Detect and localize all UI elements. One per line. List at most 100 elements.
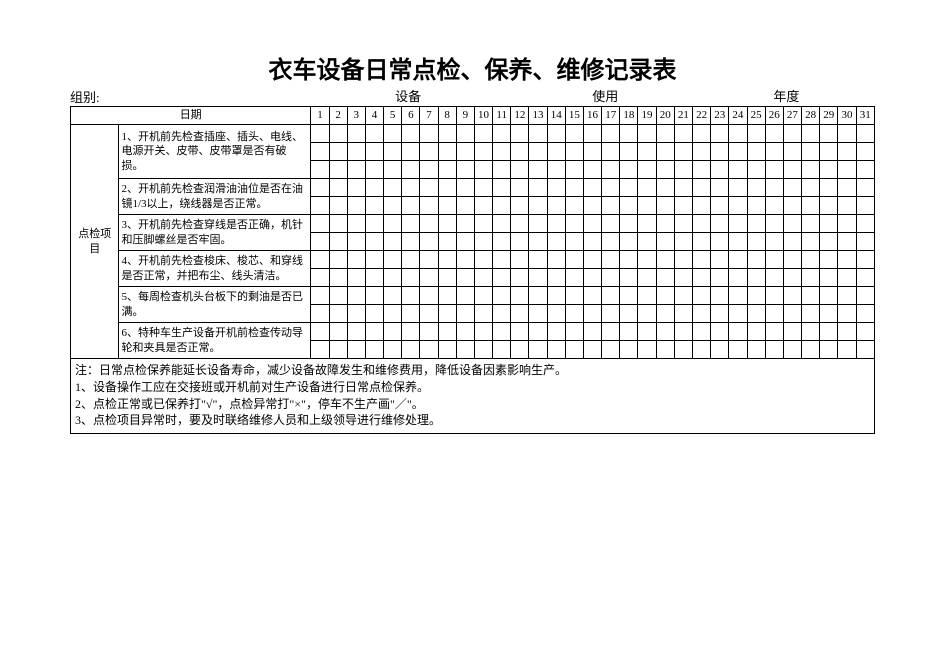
day-cell	[638, 287, 656, 305]
day-cell	[765, 251, 783, 269]
day-cell	[838, 179, 856, 197]
day-cell	[529, 341, 547, 359]
day-cell	[347, 125, 365, 143]
day-cell	[456, 269, 474, 287]
day-cell	[838, 287, 856, 305]
day-cell	[474, 287, 492, 305]
day-cell	[347, 179, 365, 197]
day-cell	[583, 161, 601, 179]
day-cell	[783, 233, 801, 251]
day-header: 13	[529, 107, 547, 125]
day-cell	[674, 179, 692, 197]
day-cell	[565, 179, 583, 197]
day-cell	[547, 179, 565, 197]
day-cell	[820, 251, 838, 269]
day-cell	[620, 251, 638, 269]
day-cell	[402, 287, 420, 305]
day-cell	[365, 305, 383, 323]
day-cell	[783, 305, 801, 323]
day-cell	[583, 251, 601, 269]
inspection-item: 5、每周检查机头台板下的剩油是否已满。	[119, 287, 311, 323]
day-cell	[511, 251, 529, 269]
inspection-item: 2、开机前先检查润滑油油位是否在油镜1/3以上，绕线器是否正常。	[119, 179, 311, 215]
day-cell	[329, 323, 347, 341]
day-cell	[365, 143, 383, 161]
day-cell	[474, 125, 492, 143]
day-cell	[511, 179, 529, 197]
day-cell	[620, 323, 638, 341]
day-cell	[802, 323, 820, 341]
day-cell	[493, 125, 511, 143]
day-cell	[656, 233, 674, 251]
day-cell	[547, 251, 565, 269]
day-cell	[711, 233, 729, 251]
page-title: 衣车设备日常点检、保养、维修记录表	[70, 50, 875, 85]
day-header: 11	[493, 107, 511, 125]
side-label: 点检项目	[71, 125, 119, 359]
day-cell	[602, 197, 620, 215]
day-cell	[856, 251, 874, 269]
day-cell	[474, 233, 492, 251]
day-cell	[565, 287, 583, 305]
day-cell	[311, 233, 329, 251]
day-cell	[438, 233, 456, 251]
day-cell	[729, 341, 747, 359]
day-cell	[329, 305, 347, 323]
day-cell	[674, 233, 692, 251]
day-cell	[474, 251, 492, 269]
day-cell	[402, 233, 420, 251]
day-cell	[692, 341, 710, 359]
day-cell	[311, 323, 329, 341]
day-cell	[729, 269, 747, 287]
day-cell	[438, 287, 456, 305]
day-cell	[765, 215, 783, 233]
day-cell	[402, 161, 420, 179]
day-cell	[456, 197, 474, 215]
day-cell	[365, 179, 383, 197]
day-cell	[493, 233, 511, 251]
day-cell	[856, 125, 874, 143]
date-header: 日期	[71, 107, 311, 125]
day-cell	[802, 179, 820, 197]
day-cell	[620, 269, 638, 287]
day-cell	[638, 305, 656, 323]
day-cell	[511, 197, 529, 215]
day-cell	[456, 323, 474, 341]
day-cell	[402, 197, 420, 215]
day-cell	[602, 305, 620, 323]
day-cell	[529, 305, 547, 323]
day-cell	[402, 323, 420, 341]
day-header: 29	[820, 107, 838, 125]
day-cell	[565, 341, 583, 359]
day-cell	[565, 143, 583, 161]
table-row: 2、开机前先检查润滑油油位是否在油镜1/3以上，绕线器是否正常。	[71, 179, 875, 197]
day-cell	[747, 323, 765, 341]
day-cell	[711, 287, 729, 305]
day-cell	[711, 323, 729, 341]
day-cell	[329, 269, 347, 287]
day-cell	[656, 197, 674, 215]
day-cell	[747, 305, 765, 323]
day-cell	[347, 305, 365, 323]
day-cell	[620, 179, 638, 197]
day-cell	[856, 215, 874, 233]
day-cell	[583, 179, 601, 197]
table-row: 3、开机前先检查穿线是否正确，机针和压脚螺丝是否牢固。	[71, 215, 875, 233]
day-cell	[438, 197, 456, 215]
day-cell	[420, 161, 438, 179]
day-cell	[656, 215, 674, 233]
day-cell	[692, 251, 710, 269]
day-cell	[311, 125, 329, 143]
day-cell	[547, 323, 565, 341]
day-cell	[802, 305, 820, 323]
day-cell	[365, 323, 383, 341]
day-cell	[802, 125, 820, 143]
day-cell	[493, 251, 511, 269]
day-cell	[747, 125, 765, 143]
day-header: 2	[329, 107, 347, 125]
day-header: 15	[565, 107, 583, 125]
day-cell	[311, 161, 329, 179]
day-cell	[711, 215, 729, 233]
day-cell	[493, 287, 511, 305]
day-cell	[420, 125, 438, 143]
